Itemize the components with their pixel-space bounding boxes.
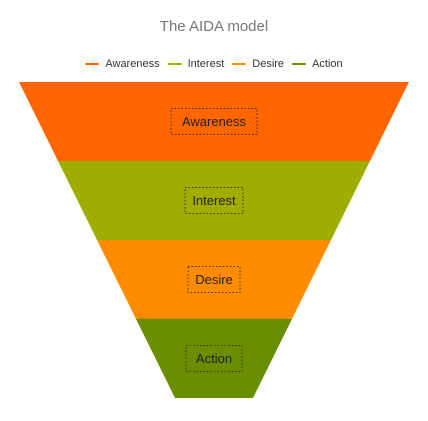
- segment-label-box-action: [185, 345, 243, 372]
- funnel-segment-action[interactable]: [136, 319, 292, 398]
- legend-label-action: Action: [312, 58, 343, 70]
- legend-label-awareness: Awareness: [105, 58, 160, 70]
- segment-label-awareness: Awareness: [182, 114, 247, 129]
- legend-item-interest[interactable]: Interest: [167, 58, 225, 70]
- legend: Awareness Interest Desire Action: [0, 57, 428, 71]
- legend-swatch-awareness: [85, 63, 100, 65]
- segment-label-desire: Desire: [195, 272, 233, 287]
- legend-swatch-desire: [232, 63, 247, 65]
- legend-swatch-interest: [167, 63, 182, 65]
- segment-label-box-desire: [187, 266, 241, 293]
- legend-item-awareness[interactable]: Awareness: [85, 58, 160, 70]
- segment-label-action: Action: [196, 351, 232, 366]
- funnel-segment-awareness[interactable]: [19, 82, 409, 161]
- chart-title: The AIDA model: [159, 18, 269, 35]
- funnel-segment-desire[interactable]: [97, 240, 331, 319]
- funnel-segment-interest[interactable]: [58, 161, 370, 240]
- segment-label-box-awareness: [170, 108, 258, 135]
- legend-item-action[interactable]: Action: [292, 58, 343, 70]
- segment-label-box-interest: [184, 187, 244, 214]
- legend-swatch-action: [292, 63, 307, 65]
- legend-item-desire[interactable]: Desire: [232, 58, 284, 70]
- legend-label-interest: Interest: [187, 58, 225, 70]
- legend-label-desire: Desire: [252, 58, 285, 70]
- segment-label-interest: Interest: [192, 193, 236, 208]
